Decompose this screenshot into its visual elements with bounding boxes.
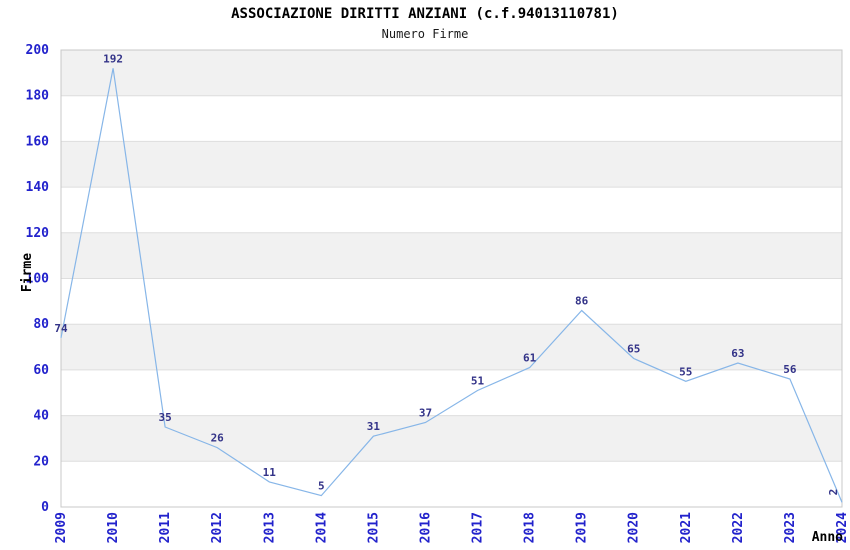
x-tick-label: 2015 [366, 512, 381, 543]
x-tick-label: 2010 [106, 512, 121, 543]
x-tick-label: 2021 [679, 512, 694, 543]
data-label: 65 [627, 342, 640, 355]
x-tick-label: 2014 [314, 512, 329, 543]
chart-title: ASSOCIAZIONE DIRITTI ANZIANI (c.f.940131… [231, 6, 619, 22]
x-tick-label: 2023 [783, 512, 798, 543]
y-tick-label: 100 [26, 272, 50, 287]
plot-band [61, 50, 842, 96]
plot-band [61, 232, 842, 279]
y-tick-label: 80 [33, 317, 49, 332]
plot-border [60, 49, 843, 508]
plot-band [61, 324, 842, 370]
x-tick-label: 2020 [627, 512, 642, 543]
y-tick-label: 180 [26, 89, 50, 104]
data-label: 63 [731, 347, 744, 360]
chart-subtitle: Numero Firme [381, 27, 469, 41]
y-tick-label: 200 [26, 43, 50, 58]
y-tick-label: 40 [33, 409, 49, 424]
data-label: 51 [471, 374, 485, 387]
x-tick-label: 2019 [575, 512, 590, 543]
data-label: 11 [263, 466, 277, 479]
data-label: 31 [367, 420, 381, 433]
y-tick-label: 140 [26, 180, 50, 195]
x-tick-label: 2009 [54, 512, 69, 543]
data-label: 5 [318, 480, 325, 493]
data-label: 61 [523, 352, 537, 365]
x-tick-label: 2018 [523, 512, 538, 543]
y-tick-label: 120 [26, 226, 50, 241]
data-label: 74 [54, 322, 68, 335]
plot-band [61, 415, 842, 462]
y-tick-label: 60 [33, 363, 49, 378]
data-label: 86 [575, 294, 589, 307]
y-tick-label: 20 [33, 454, 49, 469]
data-label: 192 [103, 52, 123, 65]
x-tick-label: 2022 [731, 512, 746, 543]
x-tick-label: 2016 [418, 512, 433, 543]
data-label: 55 [679, 365, 692, 378]
data-label: 26 [211, 432, 225, 445]
data-line [60, 68, 843, 503]
data-label: 2 [827, 489, 840, 496]
x-tick-label: 2013 [262, 512, 277, 543]
x-tick-label: 2012 [210, 512, 225, 543]
plot-band [61, 141, 842, 188]
x-axis-title: Anno [812, 530, 843, 545]
data-label: 56 [783, 363, 797, 376]
y-tick-label: 0 [41, 500, 49, 515]
x-tick-label: 2024 [835, 512, 850, 543]
data-label: 35 [159, 411, 172, 424]
y-tick-label: 160 [26, 134, 50, 149]
y-axis-title: Firme [20, 253, 35, 292]
x-tick-label: 2011 [158, 512, 173, 543]
data-label: 37 [419, 406, 432, 419]
x-tick-label: 2017 [471, 512, 486, 543]
